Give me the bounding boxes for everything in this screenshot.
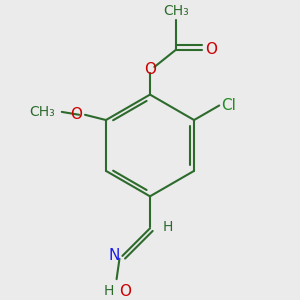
Text: H: H xyxy=(103,284,114,298)
Text: N: N xyxy=(108,248,119,263)
Text: CH₃: CH₃ xyxy=(29,105,55,119)
Text: CH₃: CH₃ xyxy=(163,4,189,18)
Text: O: O xyxy=(144,62,156,77)
Text: O: O xyxy=(205,42,217,57)
Text: O: O xyxy=(70,107,82,122)
Text: H: H xyxy=(163,220,173,234)
Text: O: O xyxy=(119,284,131,298)
Text: Cl: Cl xyxy=(221,98,236,113)
